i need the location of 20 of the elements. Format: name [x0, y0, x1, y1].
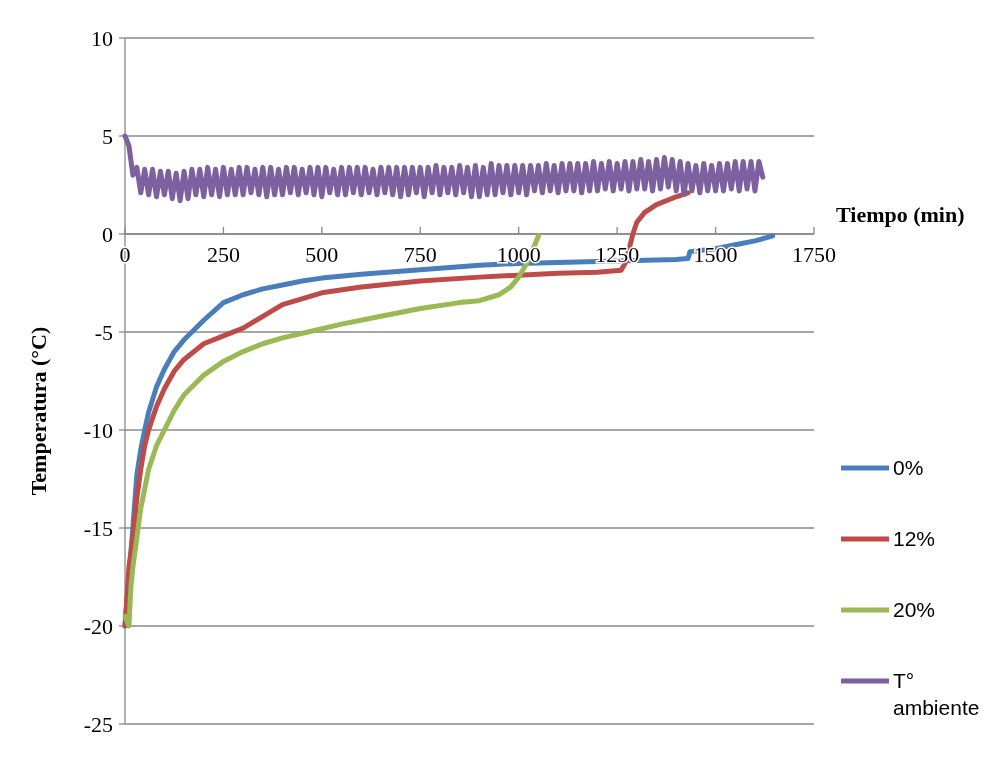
x-tick-label: 1750	[792, 242, 836, 267]
y-tick-label: -10	[83, 417, 113, 443]
y-tick-label: 10	[91, 25, 113, 51]
y-axis-title: Temperatura (°C)	[26, 326, 51, 496]
y-tick-label: -5	[94, 319, 113, 345]
y-tick-label: -15	[83, 515, 113, 541]
y-tick-label: -20	[83, 613, 113, 639]
legend-label: T° ambiente	[893, 669, 980, 719]
x-tick-label: 1500	[693, 242, 738, 267]
x-tick-label: 0	[119, 242, 131, 267]
x-tick-label: 250	[206, 242, 240, 267]
legend-label: 0%	[893, 456, 924, 480]
legend-label: 20%	[893, 598, 936, 622]
y-tick-label: 5	[102, 123, 113, 149]
x-axis-title: Tiempo (min)	[836, 202, 965, 227]
y-tick-label: 0	[102, 221, 113, 247]
x-tick-label: 750	[403, 242, 437, 267]
x-tick-label: 500	[305, 242, 339, 267]
y-tick-label: -25	[83, 711, 113, 737]
legend-label: 12%	[893, 527, 936, 551]
